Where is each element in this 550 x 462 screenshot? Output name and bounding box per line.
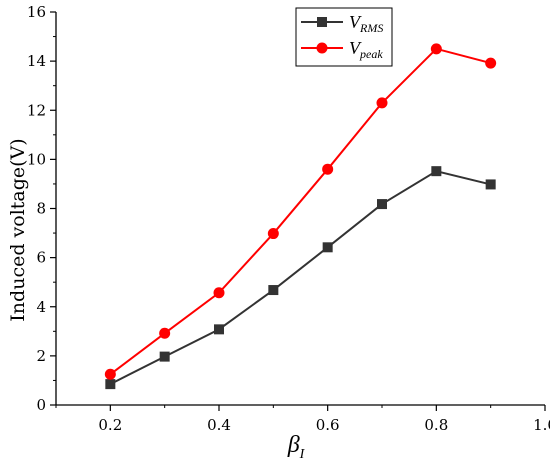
data-point-peak	[213, 287, 225, 299]
y-tick-label: 14	[27, 52, 46, 70]
data-point-rms	[268, 285, 279, 296]
x-axis-title-symbol: β	[287, 432, 300, 458]
data-point-rms	[322, 242, 333, 253]
y-tick-label: 4	[36, 298, 46, 316]
data-point-peak	[322, 163, 334, 175]
y-axis-title: Induced voltage(V)	[7, 138, 29, 321]
x-tick-label: 1.0	[533, 416, 550, 434]
series-line-peak	[109, 47, 491, 376]
y-tick-label: 8	[36, 200, 46, 218]
legend-marker-peak	[316, 42, 328, 54]
data-point-peak	[485, 57, 497, 69]
data-point-rms	[431, 166, 442, 177]
data-point-rms	[377, 199, 387, 210]
legend-label-rms: VRMS	[349, 12, 383, 35]
data-point-peak	[376, 97, 388, 109]
x-tick-label: 0.8	[424, 416, 448, 434]
legend-label-peak: Vpeak	[349, 38, 383, 61]
data-point-peak	[104, 368, 116, 380]
y-tick-label: 0	[36, 396, 46, 414]
legend-entry-peak: Vpeak	[301, 38, 383, 61]
data-point-rms	[485, 179, 496, 190]
series-line-rms	[109, 170, 491, 386]
series-group	[104, 43, 497, 390]
x-tick-label: 0.6	[316, 416, 340, 434]
data-point-rms	[105, 379, 116, 390]
data-point-rms	[159, 351, 170, 362]
legend: VRMS Vpeak	[295, 7, 393, 67]
y-tick-label: 16	[27, 3, 46, 21]
y-tick-label: 12	[27, 101, 46, 119]
series-rms	[105, 166, 496, 390]
data-point-peak	[267, 228, 279, 240]
y-tick-label: 10	[27, 150, 46, 168]
data-point-rms	[214, 324, 224, 335]
x-tick-label: 0.2	[98, 416, 122, 434]
axes: 0.2 0.4 0.6 0.8 1.0 0 2 4 6 8 10 12 14 16	[27, 3, 550, 434]
data-point-peak	[159, 327, 171, 339]
legend-marker-rms	[317, 17, 327, 27]
x-tick-label: 0.4	[207, 416, 231, 434]
y-tick-label: 6	[36, 249, 46, 267]
legend-box	[295, 7, 393, 67]
x-axis-title-subscript: I	[299, 447, 306, 462]
x-axis-title: βI	[287, 432, 306, 462]
data-point-peak	[430, 43, 442, 55]
y-tick-label: 2	[36, 347, 46, 365]
legend-entry-rms: VRMS	[301, 12, 383, 35]
series-peak	[104, 43, 497, 380]
